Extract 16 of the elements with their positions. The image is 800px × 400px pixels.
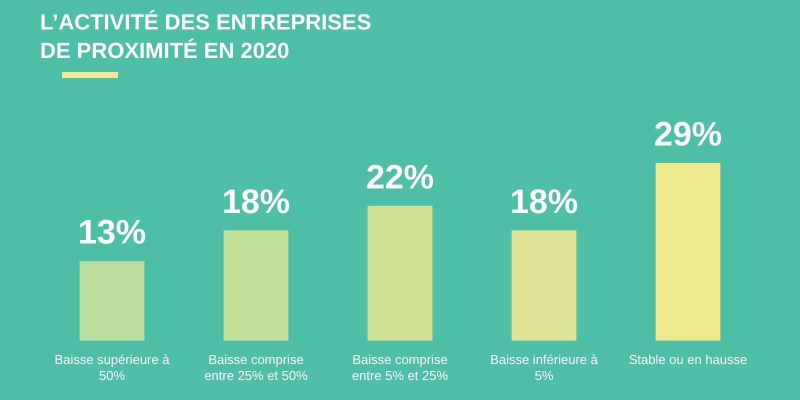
x-tick-label: Baisse inférieure à 5% (490, 352, 599, 383)
chart-title: L’ACTIVITÉ DES ENTREPRISES DE PROXIMITÉ EN 2020 (40, 9, 372, 63)
data-label: 22% (366, 158, 434, 196)
bar (656, 162, 720, 341)
x-tick-label: Baisse comprise entre 25% et 50% (204, 352, 308, 383)
data-label: 13% (78, 213, 146, 252)
data-label: 18% (222, 182, 290, 221)
x-tick-label: Stable ou en hausse (628, 352, 748, 368)
data-label: 18% (510, 182, 578, 221)
bar (224, 230, 288, 341)
data-label: 29% (654, 115, 722, 154)
bar (512, 230, 576, 341)
x-tick-label: Baisse comprise entre 5% et 25% (352, 352, 448, 383)
x-tick-label: Baisse supérieure à 50% (54, 352, 170, 383)
bar (80, 261, 144, 341)
bar (368, 206, 432, 341)
